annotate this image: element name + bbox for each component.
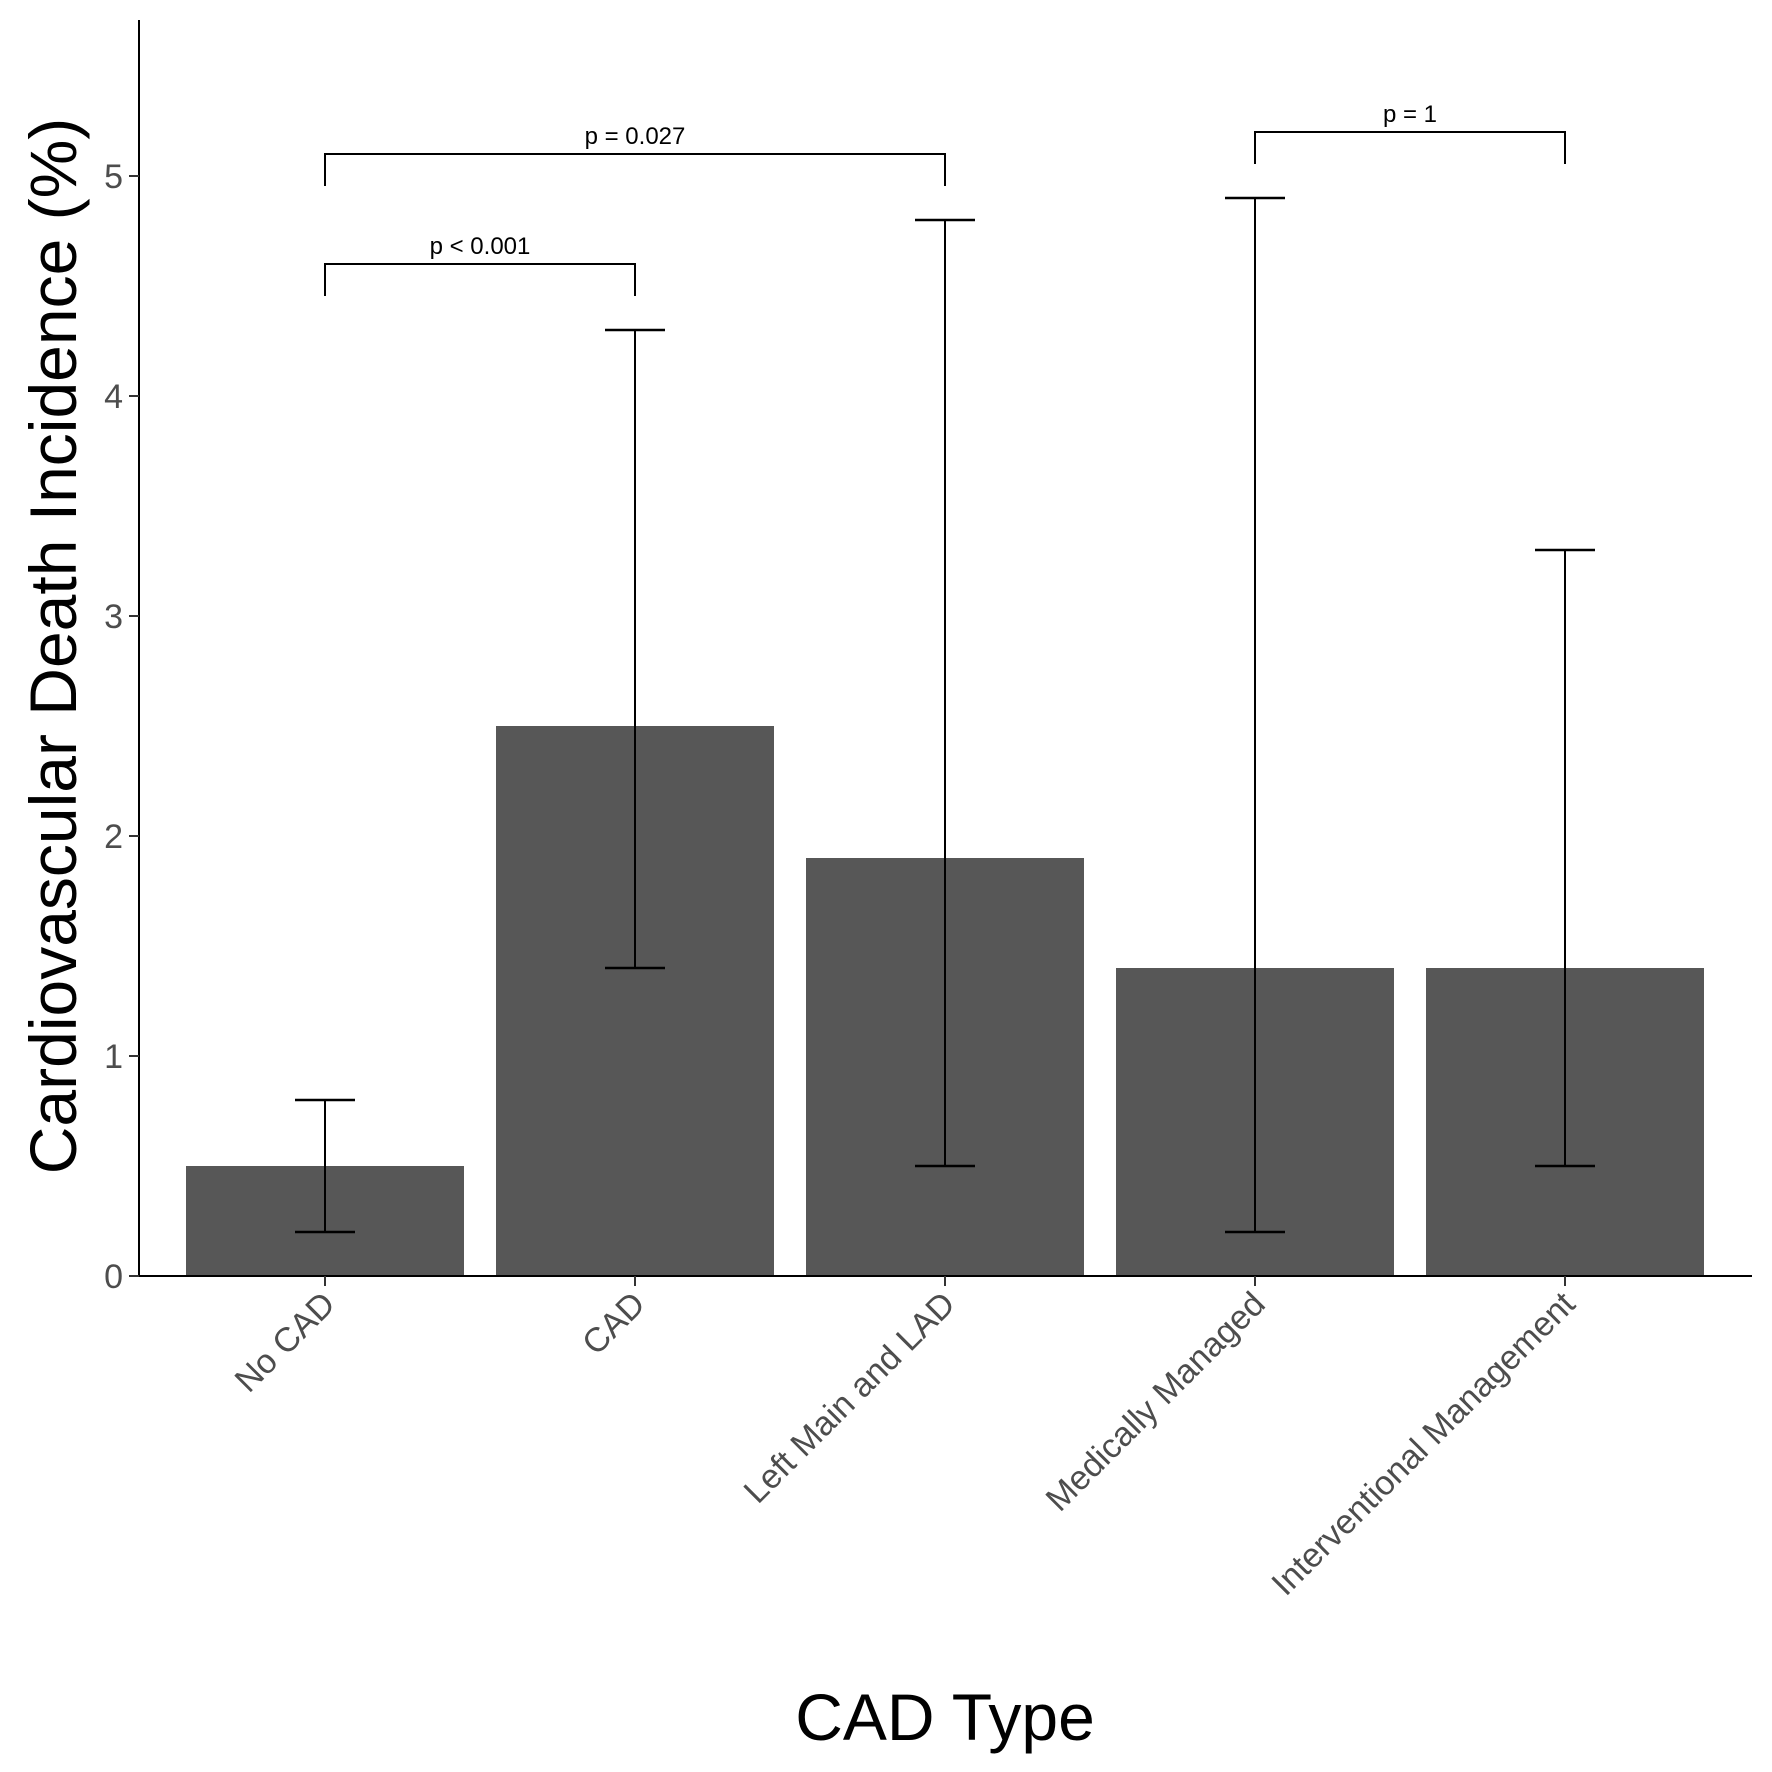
y-ticks: 0 1 2 3 4 5 — [104, 158, 139, 1296]
x-tick-label: Left Main and LAD — [737, 1285, 963, 1511]
x-tick-label: Interventional Management — [1264, 1284, 1583, 1603]
significance-brackets: p < 0.001 p = 0.027 p = 1 — [324, 101, 1566, 296]
bracket-line — [1254, 131, 1566, 164]
error-bar — [915, 218, 975, 1168]
y-tick-label: 0 — [104, 1258, 123, 1296]
significance-bracket: p = 0.027 — [324, 123, 946, 186]
error-bar — [1535, 548, 1595, 1168]
error-bar — [605, 328, 665, 970]
x-tick-label: CAD — [575, 1285, 653, 1363]
error-bars-layer — [295, 196, 1595, 1234]
y-tick-label: 5 — [104, 158, 123, 196]
x-tick-label: Medically Managed — [1039, 1285, 1273, 1519]
error-bar — [295, 1098, 355, 1234]
bracket-line — [324, 153, 946, 186]
error-bar — [1225, 196, 1285, 1234]
p-value-label: p = 1 — [1383, 101, 1437, 128]
x-axis-title: CAD Type — [795, 1680, 1095, 1754]
x-ticks: No CAD CAD Left Main and LAD Medically Mana… — [228, 1276, 1583, 1603]
y-tick-label: 4 — [104, 378, 123, 416]
y-tick-label: 2 — [104, 818, 123, 856]
y-tick-label: 1 — [104, 1038, 123, 1076]
p-value-label: p = 0.027 — [585, 123, 686, 150]
p-value-label: p < 0.001 — [430, 233, 531, 260]
significance-bracket: p < 0.001 — [324, 233, 636, 296]
significance-bracket: p = 1 — [1254, 101, 1566, 164]
y-axis-title: Cardiovascular Death Incidence (%) — [16, 118, 90, 1174]
bracket-line — [324, 263, 636, 296]
x-tick-label: No CAD — [228, 1285, 343, 1400]
y-tick-label: 3 — [104, 598, 123, 636]
